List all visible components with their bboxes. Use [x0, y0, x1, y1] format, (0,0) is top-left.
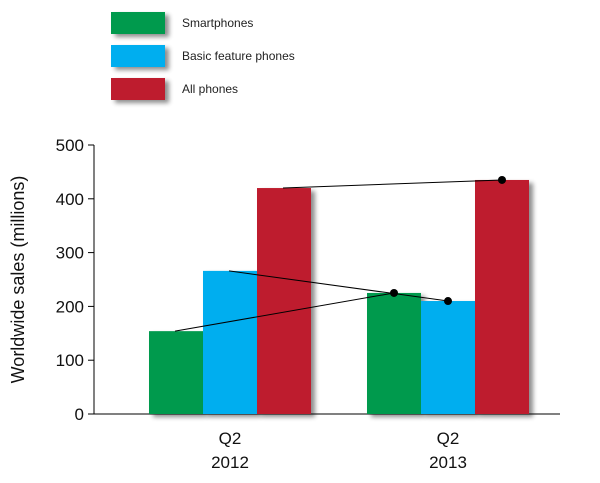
bar-basic-feature-phones-0 [203, 270, 257, 414]
y-tick-label: 300 [56, 244, 84, 263]
axes: 0 100 200 300 400 500 [56, 136, 560, 424]
trend-lines [174, 175, 506, 332]
x-category-label-line1: Q2 [219, 429, 242, 448]
x-category-label-line1: Q2 [437, 429, 460, 448]
y-tick-label: 500 [56, 136, 84, 155]
trend-line-2 [282, 179, 503, 189]
legend-swatch-2 [111, 78, 165, 100]
y-tick-label: 400 [56, 190, 84, 209]
y-tick-label: 0 [75, 405, 84, 424]
legend-label-2: All phones [182, 82, 238, 96]
y-tick-label: 100 [56, 351, 84, 370]
bar-basic-feature-phones-1 [421, 301, 475, 414]
trend-line-0 [174, 292, 395, 332]
legend-swatch-0 [111, 12, 165, 34]
bar-smartphones-1 [367, 292, 421, 414]
y-tick-label: 200 [56, 297, 84, 316]
legend-swatch-1 [111, 45, 165, 67]
bars [149, 179, 529, 414]
x-category-label-line2: 2012 [211, 453, 249, 472]
trend-point-1 [444, 297, 452, 306]
trend-line-1 [228, 270, 449, 302]
bar-all-phones-0 [257, 188, 311, 414]
legend-label-1: Basic feature phones [182, 49, 295, 63]
bar-all-phones-1 [475, 179, 529, 414]
legend: Smartphones Basic feature phones All phone… [111, 12, 295, 100]
x-category-label-line2: 2013 [429, 453, 467, 472]
bar-smartphones-0 [149, 331, 203, 414]
axis-labels: Q2 2012 Q2 2013 Worldwide sales (millions) [8, 176, 467, 472]
y-axis-label: Worldwide sales (millions) [8, 176, 28, 384]
trend-point-0 [390, 288, 398, 297]
legend-label-0: Smartphones [182, 16, 253, 30]
trend-point-2 [498, 175, 506, 184]
